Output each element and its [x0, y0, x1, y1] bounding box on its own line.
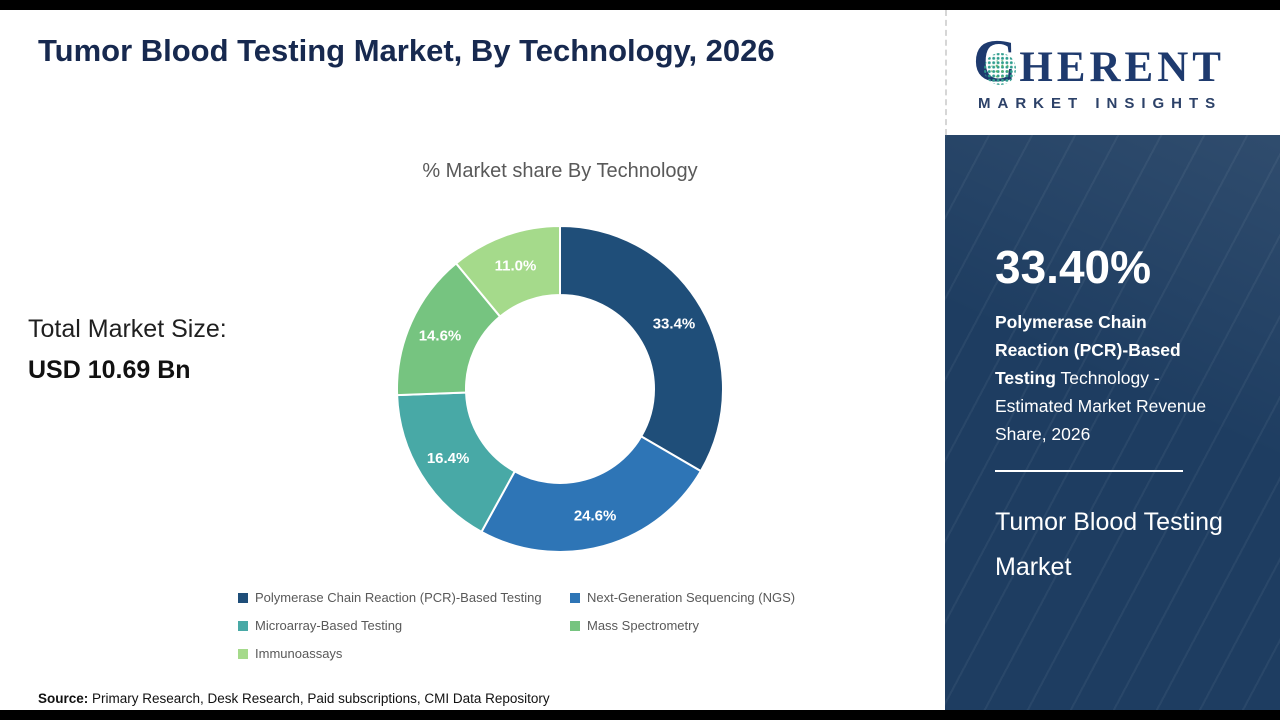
legend-item-3: Mass Spectrometry: [570, 618, 840, 633]
donut-chart: 33.4% 24.6% 16.4% 14.6% 11.0%: [396, 224, 724, 553]
divider-line: [995, 470, 1183, 472]
legend-item-4: Immunoassays: [238, 646, 570, 661]
legend-label-0: Polymerase Chain Reaction (PCR)-Based Te…: [255, 590, 542, 605]
brand-logo: C HERENT: [973, 31, 1280, 92]
legend-item-2: Microarray-Based Testing: [238, 618, 570, 633]
market-name: Tumor Blood Testing Market: [995, 508, 1223, 581]
logo-panel: C HERENT MARKET INSIGHTS: [945, 10, 1280, 135]
donut-value-label-1: 24.6%: [574, 508, 617, 525]
total-market-label: Total Market Size:: [28, 315, 227, 343]
globe-icon: [984, 52, 1017, 85]
donut-segment-0: [559, 224, 724, 473]
legend-item-1: Next-Generation Sequencing (NGS): [570, 590, 840, 605]
legend-swatch-2: [238, 620, 248, 631]
legend-label-3: Mass Spectrometry: [587, 618, 699, 633]
stat-value: 33.40%: [995, 241, 1152, 293]
donut-value-label-0: 33.4%: [653, 316, 696, 333]
logo-wordmark: HERENT: [1019, 43, 1225, 91]
page-title: Tumor Blood Testing Market, By Technolog…: [38, 33, 775, 68]
highlight-sidebar: 33.40% Polymerase Chain Reaction (PCR)-B…: [945, 135, 1280, 710]
source-text: Primary Research, Desk Research, Paid su…: [88, 691, 550, 706]
legend-swatch-1: [570, 592, 580, 603]
stat-description-bold: Polymerase Chain Reaction (PCR)-Based Te…: [995, 312, 1181, 388]
logo-subtitle: MARKET INSIGHTS: [978, 94, 1223, 112]
legend-label-4: Immunoassays: [255, 646, 343, 661]
top-border-bar: [0, 0, 1280, 10]
source-label: Source:: [38, 691, 89, 706]
source-line: Source: Primary Research, Desk Research,…: [38, 691, 550, 706]
total-market-size: Total Market Size: USD 10.69 Bn: [28, 315, 227, 385]
donut-value-label-3: 14.6%: [419, 327, 462, 344]
legend-label-1: Next-Generation Sequencing (NGS): [587, 590, 796, 605]
chart-panel: Tumor Blood Testing Market, By Technolog…: [0, 10, 945, 710]
donut-segment-4: [454, 224, 561, 318]
legend-item-0: Polymerase Chain Reaction (PCR)-Based Te…: [238, 590, 570, 605]
chart-legend: Polymerase Chain Reaction (PCR)-Based Te…: [238, 590, 840, 661]
donut-value-label-4: 11.0%: [495, 257, 537, 274]
legend-swatch-0: [238, 592, 248, 603]
donut-value-label-2: 16.4%: [427, 450, 470, 467]
stat-description: Polymerase Chain Reaction (PCR)-Based Te…: [995, 308, 1209, 448]
legend-swatch-3: [570, 620, 580, 631]
stat-description-rest: Technology - Estimated Market Revenue Sh…: [995, 368, 1207, 444]
legend-swatch-4: [238, 648, 248, 659]
chart-subtitle: % Market share By Technology: [422, 160, 698, 182]
total-market-value: USD 10.69 Bn: [28, 356, 191, 384]
bottom-border-bar: [0, 710, 1280, 720]
donut-segment-1: [480, 434, 703, 553]
legend-label-2: Microarray-Based Testing: [255, 618, 403, 633]
